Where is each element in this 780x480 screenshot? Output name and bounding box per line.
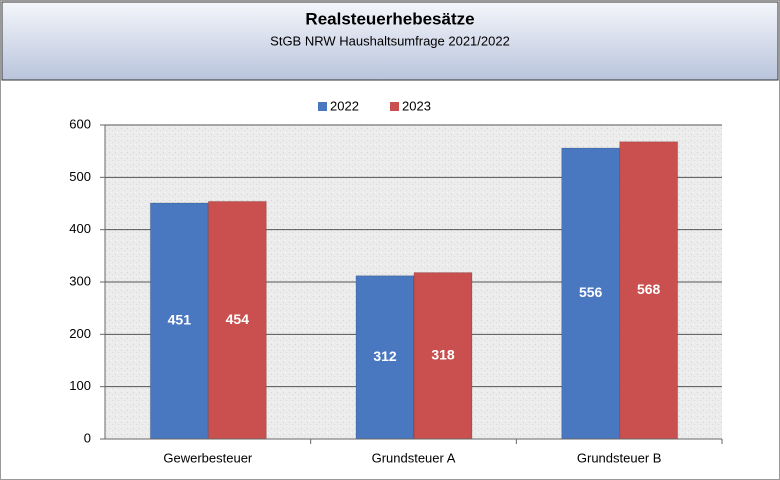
y-tick-label: 300 [69, 273, 91, 288]
legend-label: 2022 [330, 98, 359, 113]
y-tick-label: 600 [69, 116, 91, 131]
y-tick-label: 0 [84, 430, 91, 445]
x-tick-label: Grundsteuer B [577, 450, 662, 465]
bar [149, 202, 209, 440]
data-label: 451 [168, 312, 192, 328]
y-tick-label: 500 [69, 169, 91, 184]
y-tick-label: 400 [69, 221, 91, 236]
bar [619, 141, 679, 440]
header [1, 1, 779, 81]
data-label: 318 [431, 346, 455, 362]
x-tick-label: Grundsteuer A [372, 450, 456, 465]
bar [207, 200, 267, 440]
legend-swatch [390, 102, 399, 111]
data-label: 556 [579, 284, 603, 300]
y-tick-label: 200 [69, 326, 91, 341]
legend-label: 2023 [402, 98, 431, 113]
chart-subtitle: StGB NRW Haushaltsumfrage 2021/2022 [270, 33, 510, 48]
data-label: 312 [373, 348, 397, 364]
bar [413, 272, 473, 440]
data-label: 454 [226, 311, 250, 327]
y-tick-label: 100 [69, 378, 91, 393]
x-tick-label: Gewerbesteuer [163, 450, 253, 465]
data-label: 568 [637, 281, 661, 297]
legend-swatch [318, 102, 327, 111]
chart-title: Realsteuerhebesätze [305, 9, 474, 28]
